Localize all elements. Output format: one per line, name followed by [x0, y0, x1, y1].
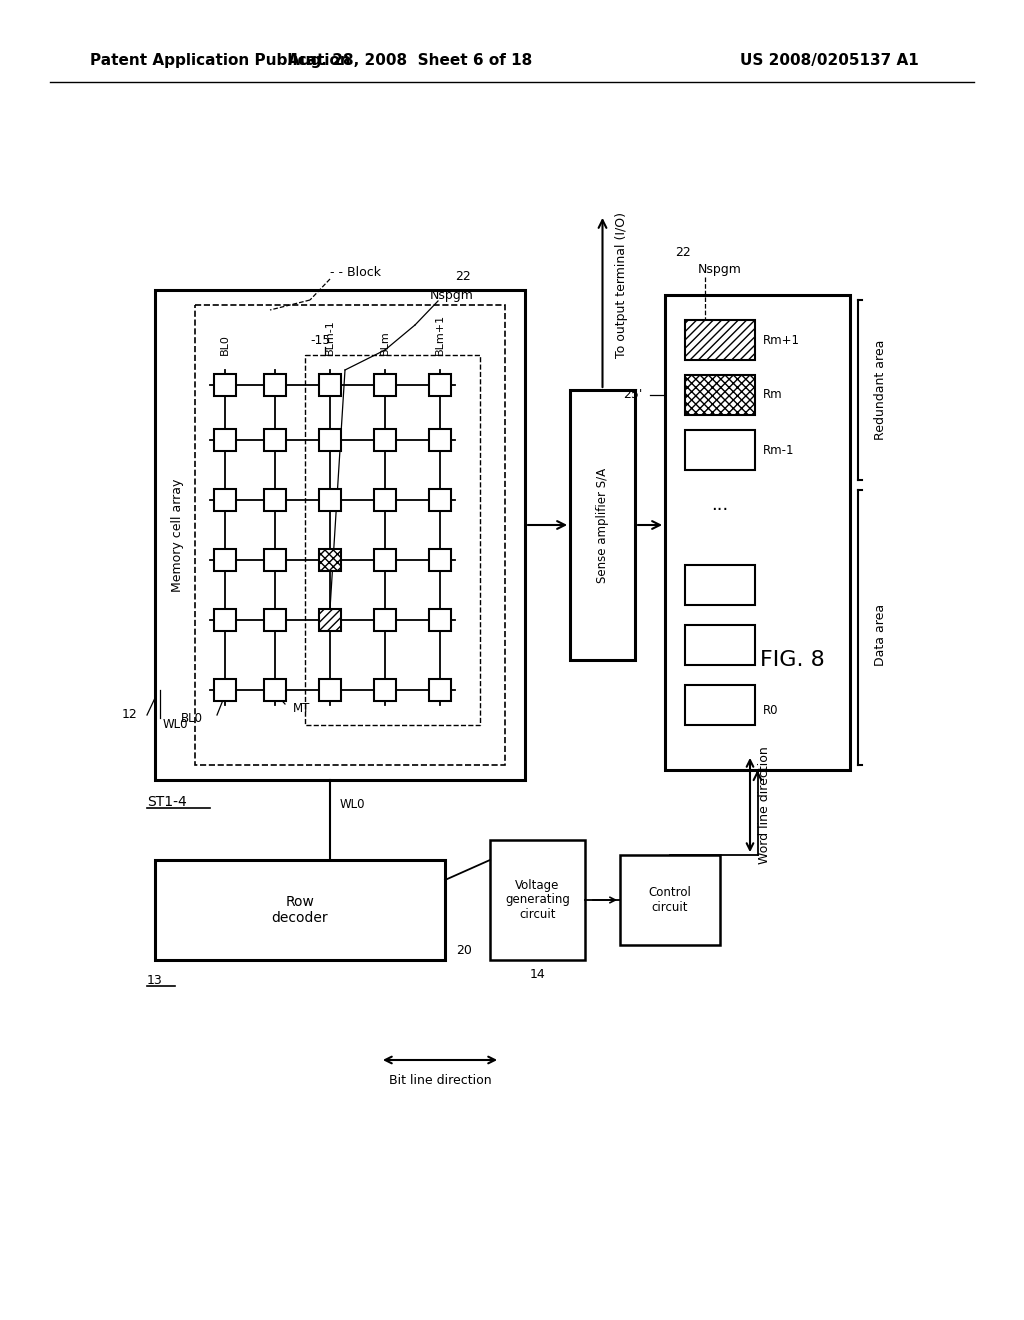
Text: Rm-1: Rm-1 [763, 444, 795, 457]
Bar [214, 549, 236, 572]
Bar [155, 290, 525, 780]
Text: To output terminal (I/O): To output terminal (I/O) [614, 213, 628, 358]
Bar [319, 609, 341, 631]
Text: Aug. 28, 2008  Sheet 6 of 18: Aug. 28, 2008 Sheet 6 of 18 [288, 53, 532, 67]
Bar [685, 565, 755, 605]
Bar [685, 375, 755, 414]
Text: ST1-4: ST1-4 [147, 795, 186, 809]
Bar [685, 319, 755, 360]
Bar [685, 624, 755, 665]
Bar [264, 429, 286, 451]
Bar [155, 861, 445, 960]
Text: Row
decoder: Row decoder [271, 895, 329, 925]
Text: 22: 22 [675, 247, 691, 260]
Text: Data area: Data area [873, 605, 887, 667]
Bar [319, 549, 341, 572]
Bar [685, 430, 755, 470]
Bar [429, 549, 451, 572]
Text: 22: 22 [455, 271, 471, 284]
Bar [620, 855, 720, 945]
Bar [429, 374, 451, 396]
Text: Word line direction: Word line direction [758, 746, 770, 863]
Bar [665, 294, 850, 770]
Bar [374, 429, 396, 451]
Text: FIG. 8: FIG. 8 [760, 649, 824, 671]
Text: US 2008/0205137 A1: US 2008/0205137 A1 [740, 53, 919, 67]
Bar [319, 678, 341, 701]
Bar [305, 355, 480, 725]
Bar [374, 678, 396, 701]
Text: Voltage
generating
circuit: Voltage generating circuit [505, 879, 570, 921]
Bar [319, 609, 341, 631]
Text: Rm: Rm [763, 388, 782, 401]
Bar [319, 429, 341, 451]
Text: R0: R0 [763, 704, 778, 717]
Text: 13: 13 [147, 974, 163, 986]
Text: ...: ... [712, 496, 729, 513]
Bar [429, 488, 451, 511]
Bar [264, 678, 286, 701]
Text: BLm: BLm [380, 330, 390, 355]
Text: WL0: WL0 [163, 718, 188, 731]
Text: Memory cell array: Memory cell array [171, 478, 183, 591]
Text: Control
circuit: Control circuit [648, 886, 691, 913]
Bar [685, 685, 755, 725]
Text: 25': 25' [624, 388, 643, 401]
Text: MT: MT [293, 701, 310, 714]
Text: 14: 14 [529, 968, 546, 981]
Bar [264, 374, 286, 396]
Bar [429, 429, 451, 451]
Bar [264, 488, 286, 511]
Text: Redundant area: Redundant area [873, 339, 887, 440]
Bar [264, 609, 286, 631]
Bar [319, 374, 341, 396]
Text: 12: 12 [121, 709, 137, 722]
Bar [319, 549, 341, 572]
Text: - - Block: - - Block [330, 267, 381, 280]
Text: WL0: WL0 [340, 799, 366, 812]
Bar [374, 374, 396, 396]
Bar [319, 488, 341, 511]
Text: BLm+1: BLm+1 [435, 314, 445, 355]
Text: Patent Application Publication: Patent Application Publication [90, 53, 351, 67]
Bar [685, 375, 755, 414]
Bar [214, 374, 236, 396]
Text: Sense amplifier S/A: Sense amplifier S/A [596, 467, 609, 582]
Text: BL0: BL0 [220, 334, 230, 355]
Bar [214, 488, 236, 511]
Bar [429, 609, 451, 631]
Bar [374, 609, 396, 631]
Bar [214, 609, 236, 631]
Bar [685, 319, 755, 360]
Text: Bit line direction: Bit line direction [389, 1073, 492, 1086]
Text: 20: 20 [456, 944, 472, 957]
Bar [214, 678, 236, 701]
Text: Rm+1: Rm+1 [763, 334, 800, 346]
Bar [429, 678, 451, 701]
Bar [490, 840, 585, 960]
Bar [195, 305, 505, 766]
Bar [374, 549, 396, 572]
Text: BL0: BL0 [181, 711, 203, 725]
Bar [214, 429, 236, 451]
Text: Nspgm: Nspgm [430, 289, 474, 301]
Bar [570, 389, 635, 660]
Text: Nspgm: Nspgm [698, 264, 742, 276]
Bar [374, 488, 396, 511]
Text: BLm-1: BLm-1 [325, 319, 335, 355]
Text: -15: -15 [310, 334, 331, 346]
Bar [264, 549, 286, 572]
